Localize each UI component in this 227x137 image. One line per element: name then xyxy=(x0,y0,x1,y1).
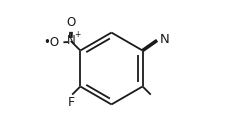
Text: •O: •O xyxy=(44,35,60,48)
Text: N: N xyxy=(66,34,75,47)
Text: +: + xyxy=(74,29,80,38)
Text: N: N xyxy=(160,33,170,46)
Text: F: F xyxy=(68,96,75,109)
Text: O: O xyxy=(67,16,76,29)
